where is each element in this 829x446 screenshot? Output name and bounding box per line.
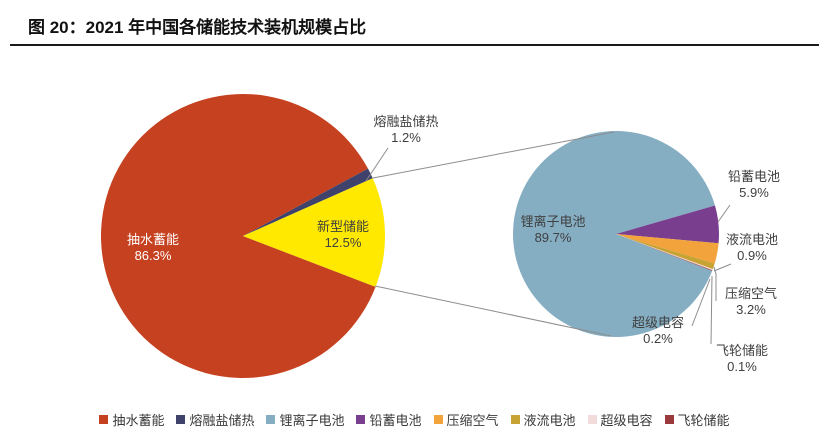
legend-label-compressed-air: 压缩空气	[446, 413, 499, 428]
leader-flywheel	[710, 275, 713, 345]
legend-label-flow-battery: 液流电池	[523, 413, 576, 428]
label-lithium-ion: 锂离子电池 89.7%	[503, 214, 603, 246]
pie-slice-supercapacitor	[616, 234, 713, 271]
label-new-type-pct: 12.5%	[324, 235, 362, 250]
leader-molten-salt	[365, 147, 389, 182]
pie-slice-flywheel	[616, 234, 713, 271]
legend-item-flywheel: 飞轮储能	[664, 410, 730, 429]
legend-item-supercapacitor: 超级电容	[587, 410, 653, 429]
label-flywheel-pct: 0.1%	[727, 359, 757, 374]
label-compressed-air-pct: 3.2%	[736, 302, 766, 317]
label-compressed-air-name: 压缩空气	[724, 286, 777, 301]
connector-and-leader-lines	[365, 131, 732, 345]
legend-label-pumped-hydro: 抽水蓄能	[112, 413, 165, 428]
legend-swatch-supercapacitor	[587, 415, 597, 424]
legend-label-flywheel: 飞轮储能	[677, 413, 730, 428]
legend-item-compressed-air: 压缩空气	[433, 410, 499, 429]
legend-item-lead-acid: 铅蓄电池	[356, 410, 422, 429]
pie-slice-molten-salt	[243, 168, 373, 236]
legend-label-supercapacitor: 超级电容	[600, 413, 653, 428]
label-pumped-hydro: 抽水蓄能 86.3%	[103, 232, 203, 264]
leader-supercapacitor	[691, 278, 711, 327]
label-new-type: 新型储能 12.5%	[293, 219, 393, 251]
label-molten-salt-pct: 1.2%	[391, 130, 421, 145]
legend-label-lead-acid: 铅蓄电池	[369, 413, 422, 428]
label-molten-salt: 熔融盐储热 1.2%	[356, 114, 456, 146]
legend-label-molten-salt: 熔融盐储热	[189, 413, 255, 428]
label-lead-acid-name: 铅蓄电池	[727, 169, 780, 184]
title-rule	[10, 44, 819, 46]
legend-item-pumped-hydro: 抽水蓄能	[99, 410, 164, 429]
main-pie	[100, 94, 386, 379]
legend-swatch-flywheel	[664, 415, 674, 424]
label-compressed-air: 压缩空气 3.2%	[701, 286, 801, 318]
legend-label-lithium-ion: 锂离子电池	[279, 413, 345, 428]
pie-slice-compressed-air	[616, 234, 719, 264]
legend-item-molten-salt: 熔融盐储热	[176, 410, 254, 429]
figure-title: 图 20：2021 年中国各储能技术装机规模占比	[28, 18, 367, 37]
leader-flow-battery	[713, 263, 732, 272]
leader-lead-acid	[717, 204, 731, 223]
legend-swatch-compressed-air	[433, 415, 443, 424]
pie-slice-lead-acid	[616, 205, 719, 244]
label-flow-battery: 液流电池 0.9%	[702, 232, 802, 264]
legend-item-lithium-ion: 锂离子电池	[266, 410, 344, 429]
legend-swatch-flow-battery	[510, 415, 520, 424]
label-supercapacitor: 超级电容 0.2%	[608, 315, 708, 347]
pie-slice-flow-battery	[616, 234, 715, 270]
legend-swatch-molten-salt	[176, 415, 186, 424]
chart-legend: 抽水蓄能 熔融盐储热 锂离子电池 铅蓄电池 压缩空气 液流电池 超级电容 飞轮储…	[0, 410, 829, 429]
leader-compressed-air	[713, 266, 717, 301]
label-lead-acid-pct: 5.9%	[739, 185, 769, 200]
label-supercapacitor-name: 超级电容	[631, 315, 684, 330]
label-flywheel: 飞轮储能 0.1%	[692, 343, 792, 375]
label-lithium-ion-name: 锂离子电池	[520, 214, 586, 229]
pie-slice-lithium-ion	[513, 131, 715, 338]
label-molten-salt-name: 熔融盐储热	[373, 114, 439, 129]
label-new-type-name: 新型储能	[316, 219, 369, 234]
label-flow-battery-name: 液流电池	[725, 232, 778, 247]
secondary-pie	[513, 131, 719, 338]
label-lithium-ion-pct: 89.7%	[534, 230, 572, 245]
label-pumped-hydro-pct: 86.3%	[134, 248, 172, 263]
series-line-bottom	[374, 285, 612, 337]
label-supercapacitor-pct: 0.2%	[643, 331, 673, 346]
label-flywheel-name: 飞轮储能	[715, 343, 768, 358]
legend-swatch-pumped-hydro	[99, 415, 109, 424]
legend-swatch-lithium-ion	[266, 415, 276, 424]
pie-slice-new-type	[243, 178, 386, 287]
series-line-top	[372, 131, 615, 179]
legend-swatch-lead-acid	[356, 415, 366, 424]
pie-slice-pumped-hydro	[100, 94, 376, 379]
label-lead-acid: 铅蓄电池 5.9%	[704, 169, 804, 201]
label-flow-battery-pct: 0.9%	[737, 248, 767, 263]
label-pumped-hydro-name: 抽水蓄能	[126, 232, 179, 247]
legend-item-flow-battery: 液流电池	[510, 410, 576, 429]
